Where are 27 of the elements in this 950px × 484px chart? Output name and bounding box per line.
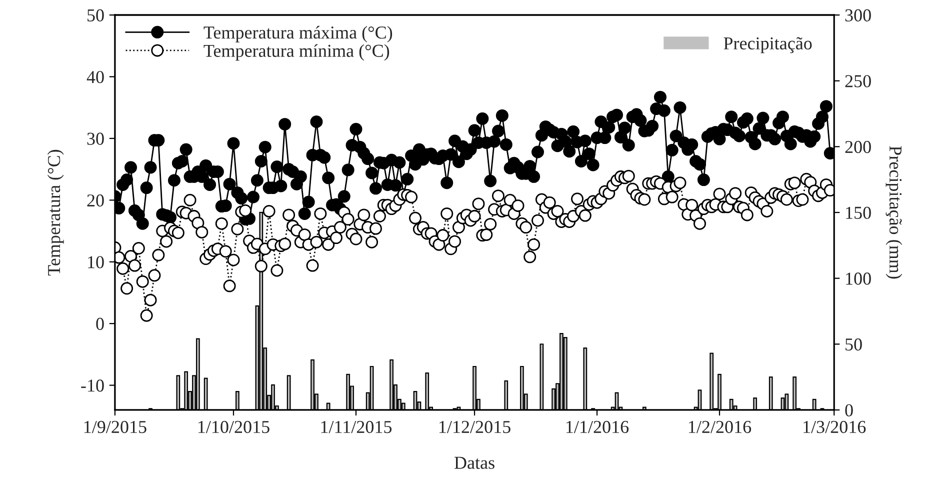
y-tick-label: 40 [86,70,104,84]
legend-label: Temperatura máxima (°C) [204,26,392,42]
y-tick-label: 50 [88,9,104,22]
x-tick-label: 1/1/2016 [566,420,629,434]
x-tick-label: 1/2/2016 [689,420,752,434]
y-tick-label: 20 [87,194,104,207]
x-tick-label: 1/3/2016 [804,420,866,434]
y2-tick-label: 200 [845,140,871,154]
y-tick-label: 30 [87,132,104,145]
y2-tick-label: 150 [846,206,871,219]
x-tick-label: 1/10/2015 [198,420,270,434]
y-tick-label: 10 [88,256,104,268]
y-axis-title: Temperatura (°C) [47,150,64,276]
y-tick-label: 0 [96,318,104,330]
y2-tick-label: 100 [846,272,871,285]
x-tick-label: 1/11/2015 [321,420,392,434]
y2-tick-label: 300 [845,9,871,22]
x-axis-title: Datas [454,456,494,469]
legend-label: Temperatura mínima (°C) [204,44,390,61]
y2-tick-label: 50 [846,338,862,351]
y2-tick-label: 250 [845,75,871,88]
y2-axis-title: Precipitação (mm) [886,146,902,279]
x-tick-label: 1/9/2015 [84,420,146,434]
y2-tick-label: 0 [845,404,853,416]
y-tick-label: -10 [81,380,104,392]
legend-label: Precipitação [724,37,812,54]
x-tick-label: 1/12/2015 [440,420,510,434]
